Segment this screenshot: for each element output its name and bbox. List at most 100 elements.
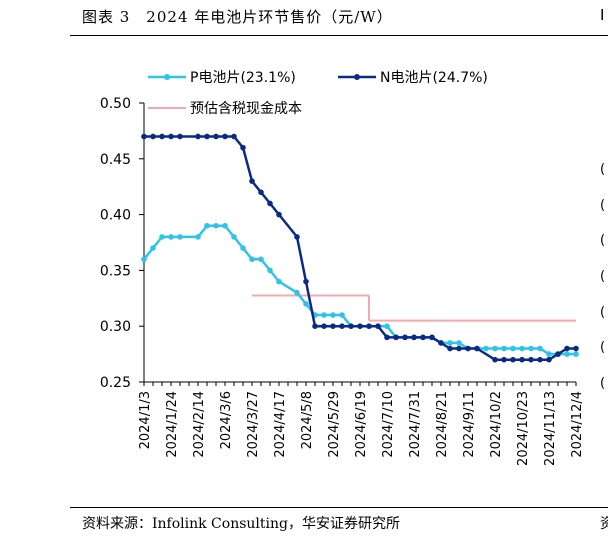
data-point-p (546, 351, 552, 357)
x-tick-label: 2024/11/13 (543, 391, 558, 466)
data-point-n (447, 345, 453, 352)
cropped-mark: ( (600, 197, 606, 213)
data-point-n (573, 345, 579, 352)
data-point-n (501, 356, 507, 363)
x-tick-label: 2024/1/24 (165, 391, 180, 458)
data-point-p (240, 245, 246, 251)
data-point-p (222, 222, 228, 229)
legend-label-n: N电池片(24.7%) (380, 70, 488, 86)
series-line-p (143, 224, 576, 356)
data-point-n (231, 133, 237, 140)
data-point-p (321, 312, 327, 318)
data-point-n (240, 144, 246, 151)
x-tick-label: 2024/7/10 (381, 391, 396, 458)
data-point-n (429, 334, 435, 341)
data-point-p (573, 351, 579, 357)
legend-label-p: P电池片(23.1%) (190, 70, 296, 86)
data-point-n (465, 345, 471, 352)
data-point-n (411, 334, 417, 341)
data-point-n (438, 340, 444, 346)
data-point-n (348, 323, 354, 330)
data-point-p (231, 234, 237, 240)
legend-marker-n (354, 74, 360, 80)
x-tick-label: 2024/4/17 (273, 391, 288, 458)
data-point-p (150, 245, 156, 251)
data-point-n (393, 334, 399, 341)
data-point-p (537, 345, 543, 352)
data-point-n (258, 189, 264, 196)
n-cell-series (141, 133, 579, 363)
x-tick-label: 2024/1/3 (138, 391, 153, 449)
y-tick-label: 0.45 (100, 152, 131, 168)
data-point-n (195, 133, 201, 140)
x-tick-label: 2024/5/8 (300, 391, 315, 449)
data-point-n (474, 345, 480, 352)
data-point-p (492, 345, 498, 352)
x-tick-label: 2024/7/31 (408, 391, 423, 458)
chart-axes: 0.25 0.30 0.35 0.40 0.45 0.50 2024/1/3 2024/1/2… (100, 96, 585, 466)
data-point-n (177, 133, 183, 140)
cropped-mark: ( (600, 233, 606, 249)
data-point-p (294, 289, 300, 296)
x-tick-label: 2024/9/11 (462, 391, 477, 458)
data-point-n (294, 234, 300, 240)
data-point-p (384, 323, 390, 330)
data-point-n (375, 323, 381, 330)
data-point-n (546, 356, 552, 363)
source-note: 资料来源：Infolink Consulting，华安证券研究所 (82, 516, 400, 532)
data-point-p (339, 312, 345, 318)
data-point-p (501, 345, 507, 352)
data-point-p (159, 234, 165, 240)
x-tick-label: 2024/10/2 (489, 391, 504, 458)
data-point-p (330, 312, 336, 318)
y-tick-label: 0.40 (100, 208, 131, 224)
data-point-p (276, 278, 282, 285)
estimate-cost-series (252, 294, 576, 322)
x-tick-label: 2024/6/19 (354, 391, 369, 458)
data-point-n (222, 133, 228, 140)
y-tick-label: 0.35 (100, 263, 131, 279)
data-point-p (447, 340, 453, 346)
data-point-p (483, 345, 489, 352)
legend-marker-p (164, 74, 170, 80)
data-point-n (141, 133, 147, 140)
data-point-p (519, 345, 525, 352)
cropped-edge-text: 资 (600, 516, 608, 532)
data-point-p (177, 234, 183, 240)
data-point-n (267, 200, 273, 207)
cropped-mark: ( (600, 162, 606, 177)
legend-label-est: 预估含税现金成本 (190, 101, 302, 117)
data-point-n (321, 323, 327, 330)
cropped-mark: ( (600, 269, 606, 285)
data-point-p (168, 234, 174, 240)
data-point-n (159, 133, 165, 140)
data-point-p (456, 340, 462, 346)
data-point-n (312, 323, 318, 330)
data-point-n (555, 351, 561, 357)
y-tick-label: 0.30 (100, 319, 131, 335)
x-tick-label: 2024/3/6 (219, 391, 234, 449)
data-point-n (420, 334, 426, 341)
p-cell-series (141, 222, 579, 357)
data-point-p (141, 256, 147, 263)
data-point-p (267, 267, 273, 274)
data-point-p (258, 256, 264, 263)
data-point-n (528, 356, 534, 363)
data-point-n (204, 133, 210, 140)
price-line-chart: 0.25 0.30 0.35 0.40 0.45 0.50 2024/1/3 2024/1/2… (100, 70, 585, 466)
x-tick-label: 2024/3/27 (246, 391, 261, 458)
x-tick-label: 2024/5/29 (327, 391, 342, 458)
data-point-n (276, 211, 282, 218)
data-point-n (339, 323, 345, 330)
cropped-right-column: ( ( ( ( ( ( ( (600, 163, 605, 413)
data-point-n (357, 323, 363, 330)
cropped-edge-text: I (600, 6, 605, 24)
data-point-n (492, 356, 498, 363)
data-point-p (303, 301, 309, 307)
data-point-p (528, 345, 534, 352)
data-point-n (330, 323, 336, 330)
x-tick-label: 2024/12/4 (570, 391, 585, 458)
data-point-p (204, 222, 210, 229)
data-point-n (303, 278, 309, 285)
figure-title: 图表 3 2024 年电池片环节售价（元/W） (82, 8, 393, 26)
